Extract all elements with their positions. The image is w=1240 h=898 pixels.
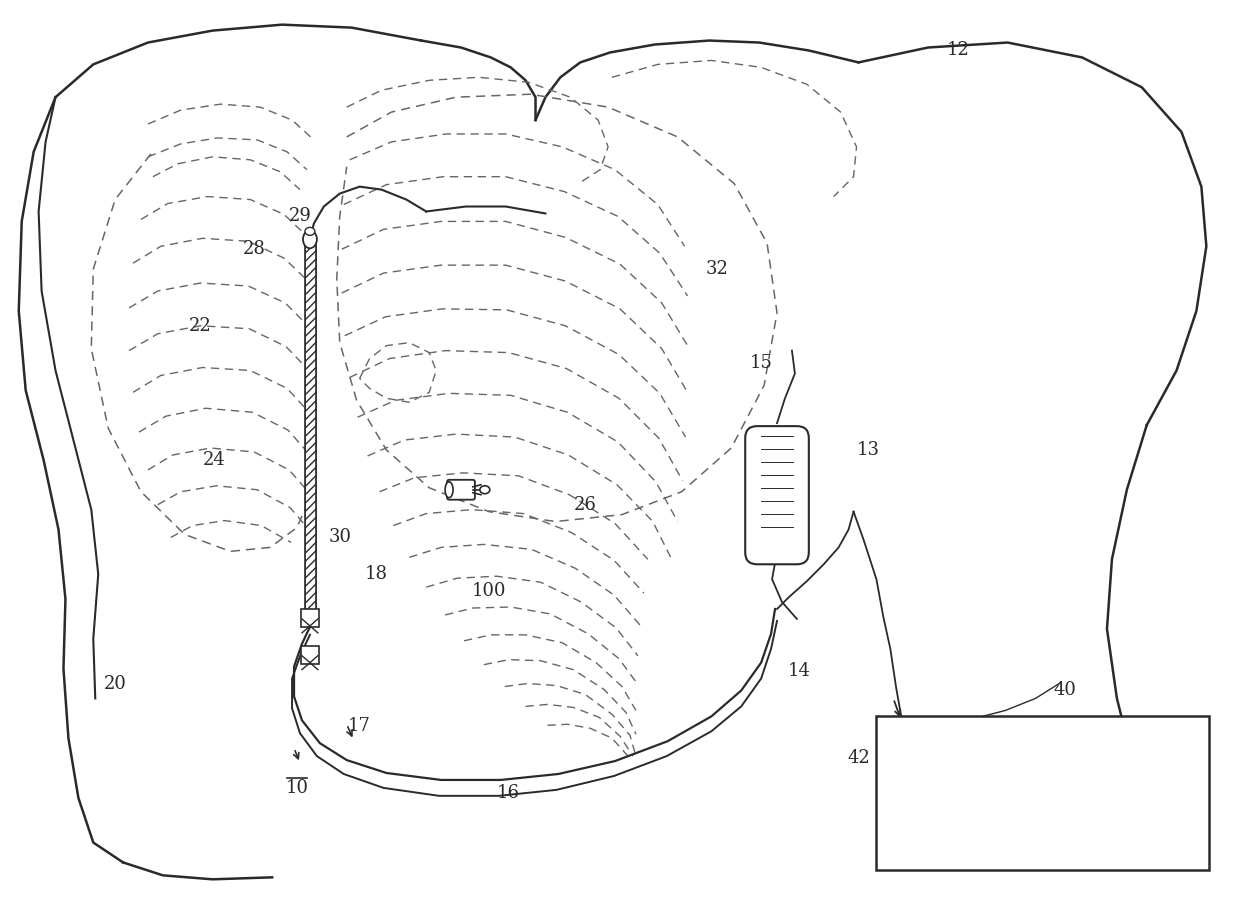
Text: 16: 16	[497, 784, 521, 802]
Text: 32: 32	[706, 260, 729, 278]
Bar	[305, 243, 316, 617]
Text: 28: 28	[243, 241, 265, 259]
FancyBboxPatch shape	[745, 427, 808, 564]
Text: 18: 18	[365, 565, 388, 583]
Text: 13: 13	[857, 441, 880, 459]
Text: 26: 26	[574, 496, 596, 514]
Text: 10: 10	[285, 779, 309, 797]
Text: 30: 30	[329, 528, 351, 547]
Text: 15: 15	[750, 354, 773, 372]
Text: 24: 24	[203, 451, 226, 469]
Ellipse shape	[303, 231, 317, 248]
Text: 40: 40	[1054, 682, 1076, 700]
Text: 100: 100	[471, 582, 506, 600]
Bar	[301, 646, 319, 664]
Text: 42: 42	[847, 749, 870, 767]
Text: 22: 22	[190, 317, 212, 335]
Ellipse shape	[305, 227, 315, 235]
Bar	[877, 717, 1209, 870]
Text: 17: 17	[348, 718, 371, 735]
Bar	[305, 243, 316, 617]
Ellipse shape	[480, 486, 490, 494]
Text: 12: 12	[946, 41, 970, 59]
Text: 20: 20	[104, 674, 126, 692]
Ellipse shape	[445, 482, 453, 497]
Bar	[301, 609, 319, 627]
Text: 14: 14	[787, 662, 810, 680]
FancyBboxPatch shape	[448, 480, 475, 499]
Text: 29: 29	[289, 207, 311, 225]
